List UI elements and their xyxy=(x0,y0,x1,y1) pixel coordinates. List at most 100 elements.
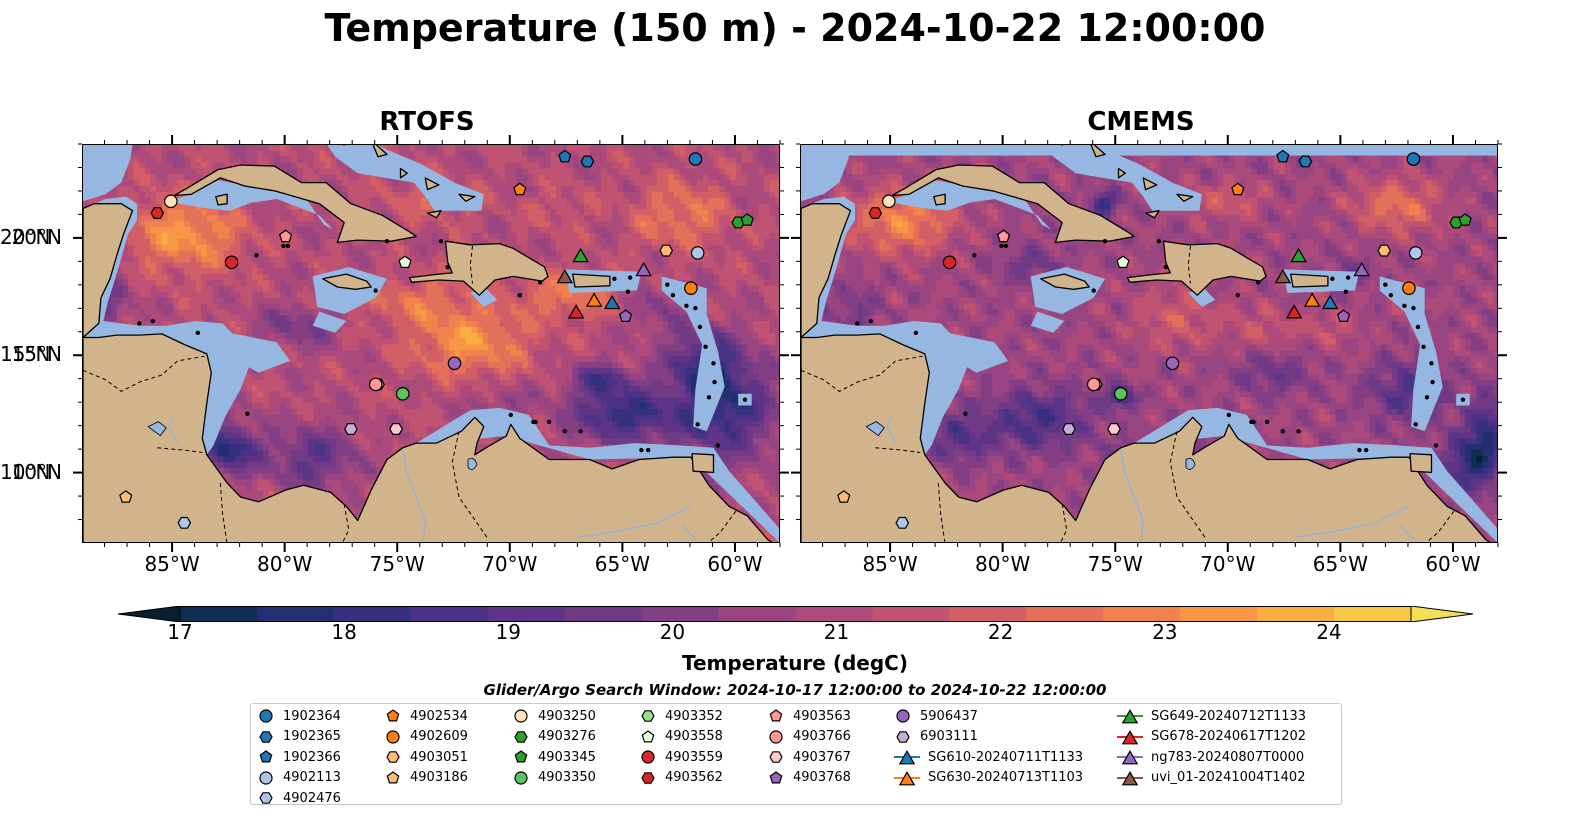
legend-marker[interactable] xyxy=(769,729,783,744)
x-tick-label: 70°W xyxy=(482,552,538,576)
marker-4903768[interactable] xyxy=(618,309,633,322)
legend-triangle-icon xyxy=(894,750,920,765)
legend-circle-icon xyxy=(769,729,783,744)
legend-marker[interactable] xyxy=(514,771,528,785)
marker-uvi_01-20241004t1402[interactable] xyxy=(556,269,574,284)
marker-1902364[interactable] xyxy=(688,152,703,166)
marker-4903766[interactable] xyxy=(368,377,383,392)
marker-4903186[interactable] xyxy=(837,490,851,503)
legend-circle-icon xyxy=(641,750,655,764)
marker-4902534[interactable] xyxy=(1231,182,1245,196)
legend-marker[interactable] xyxy=(769,771,783,784)
marker-sg610-20240711t1133[interactable] xyxy=(603,294,621,310)
legend-marker[interactable] xyxy=(898,750,916,765)
marker-1902364[interactable] xyxy=(1406,152,1421,166)
marker-sg610-20240711t1133[interactable] xyxy=(1321,294,1339,310)
legend-marker[interactable] xyxy=(386,771,400,784)
legend-marker[interactable] xyxy=(1121,729,1139,744)
marker-sg649-20240712t1133[interactable] xyxy=(572,247,589,263)
legend-marker[interactable] xyxy=(641,750,655,764)
marker-1902365[interactable] xyxy=(580,155,595,168)
x-tick-label: 70°W xyxy=(1200,552,1256,576)
marker-4903250[interactable] xyxy=(882,194,896,209)
legend-marker[interactable] xyxy=(259,750,273,763)
marker-5906437[interactable] xyxy=(1165,356,1180,371)
legend-marker[interactable] xyxy=(896,730,910,743)
marker-1902365[interactable] xyxy=(1298,155,1313,168)
marker-4903186[interactable] xyxy=(119,490,133,503)
legend-hexagon-icon xyxy=(259,792,273,805)
legend-pentagon-icon xyxy=(769,771,783,784)
x-tick-label: 80°W xyxy=(975,552,1031,576)
marker-6903111[interactable] xyxy=(1062,423,1076,435)
marker-4902534[interactable] xyxy=(513,182,527,196)
legend-marker[interactable] xyxy=(259,709,273,723)
legend-marker[interactable] xyxy=(514,750,528,763)
legend-marker[interactable] xyxy=(641,710,655,722)
colorbar-band xyxy=(564,606,643,622)
marker-4903562[interactable] xyxy=(150,207,165,220)
legend-marker[interactable] xyxy=(641,729,655,743)
marker-4902476[interactable] xyxy=(895,516,910,529)
marker-4903563[interactable] xyxy=(278,229,293,243)
legend-item: 4903352 xyxy=(639,706,723,726)
marker-sg630-20240713t1103[interactable] xyxy=(1303,292,1321,307)
marker-4902113[interactable] xyxy=(690,246,705,260)
legend-marker[interactable] xyxy=(514,730,528,743)
marker-ng783-20240807t0000[interactable] xyxy=(1353,261,1370,277)
marker-4902476[interactable] xyxy=(177,516,192,529)
marker-4902609[interactable] xyxy=(1402,281,1416,295)
legend-marker[interactable] xyxy=(1121,750,1139,765)
legend-marker[interactable] xyxy=(386,751,400,763)
marker-4902609[interactable] xyxy=(684,281,698,295)
marker-sg678-20240617t1202[interactable] xyxy=(567,304,585,319)
marker-4903767[interactable] xyxy=(389,423,403,435)
marker-4903350[interactable] xyxy=(395,386,410,401)
legend-marker[interactable] xyxy=(898,770,916,786)
legend-item: 4903051 xyxy=(384,747,468,767)
marker-4903767[interactable] xyxy=(1107,423,1121,435)
land xyxy=(83,145,773,542)
legend-marker[interactable] xyxy=(1121,770,1139,786)
marker-sg678-20240617t1202[interactable] xyxy=(1285,304,1303,319)
marker-4903350[interactable] xyxy=(1113,386,1128,401)
marker-4903345[interactable] xyxy=(740,213,754,226)
marker-ng783-20240807t0000[interactable] xyxy=(635,261,652,277)
marker-5906437[interactable] xyxy=(447,356,462,371)
marker-4903558[interactable] xyxy=(398,255,412,269)
marker-4903051[interactable] xyxy=(659,244,674,257)
marker-4903559[interactable] xyxy=(224,255,239,270)
map-panel-rtofs[interactable] xyxy=(82,144,780,543)
lake-nicaragua xyxy=(147,421,167,437)
legend-marker[interactable] xyxy=(259,771,273,785)
legend-marker[interactable] xyxy=(641,771,655,784)
marker-4903250[interactable] xyxy=(164,194,178,209)
marker-4902113[interactable] xyxy=(1408,246,1423,260)
marker-4903559[interactable] xyxy=(942,255,957,270)
legend-marker[interactable] xyxy=(769,751,783,763)
marker-4903768[interactable] xyxy=(1336,309,1351,322)
legend-marker[interactable] xyxy=(386,729,400,744)
legend-marker[interactable] xyxy=(1121,708,1139,724)
legend-marker[interactable] xyxy=(769,709,783,722)
marker-4903345[interactable] xyxy=(1458,213,1472,226)
marker-1902366[interactable] xyxy=(558,149,572,163)
legend-marker[interactable] xyxy=(514,709,528,723)
marker-sg649-20240712t1133[interactable] xyxy=(1290,247,1307,263)
legend-marker[interactable] xyxy=(259,730,273,743)
marker-4903766[interactable] xyxy=(1086,377,1101,392)
marker-uvi_01-20241004t1402[interactable] xyxy=(1274,269,1292,284)
marker-sg630-20240713t1103[interactable] xyxy=(585,292,603,307)
legend-marker[interactable] xyxy=(386,709,400,722)
marker-4903563[interactable] xyxy=(996,229,1011,243)
legend-marker[interactable] xyxy=(259,792,273,805)
marker-6903111[interactable] xyxy=(344,423,358,435)
marker-4903562[interactable] xyxy=(868,207,883,220)
marker-4903558[interactable] xyxy=(1116,255,1130,269)
marker-4903051[interactable] xyxy=(1377,244,1392,257)
map-panel-cmems[interactable] xyxy=(800,144,1498,543)
legend-label: 4902476 xyxy=(283,790,341,806)
legend-marker[interactable] xyxy=(896,709,910,723)
y-tick-label-right: 20°N xyxy=(0,224,51,249)
marker-1902366[interactable] xyxy=(1276,149,1290,163)
